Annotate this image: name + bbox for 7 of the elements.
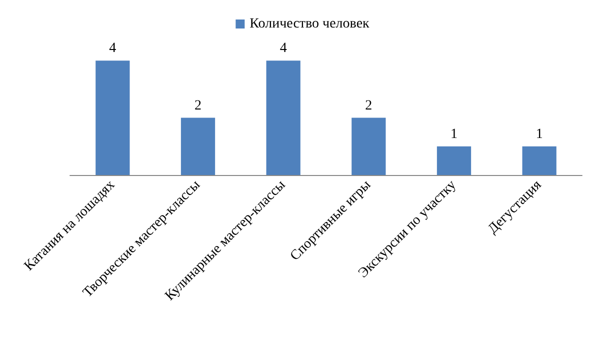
data-label: 1	[536, 126, 543, 142]
data-label: 4	[109, 41, 116, 56]
data-label: 2	[194, 98, 202, 114]
data-label: 2	[365, 98, 372, 114]
data-label: 1	[450, 126, 458, 142]
legend-label: Количество человек	[250, 16, 370, 32]
data-label: 4	[280, 41, 287, 56]
